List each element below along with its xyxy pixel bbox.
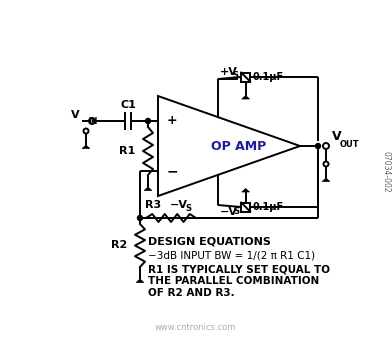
Text: −: − (166, 164, 178, 178)
Text: V: V (332, 130, 341, 143)
Text: S: S (234, 207, 240, 216)
Circle shape (316, 143, 321, 149)
Text: −V: −V (220, 207, 238, 217)
Bar (241, 73, 250, 82)
Text: DESIGN EQUATIONS: DESIGN EQUATIONS (148, 236, 271, 246)
Circle shape (145, 118, 151, 123)
Text: OUT: OUT (340, 140, 359, 149)
Text: +: + (167, 115, 177, 128)
Text: www.cntronics.com: www.cntronics.com (154, 323, 236, 332)
Text: THE PARALLEL COMBINATION: THE PARALLEL COMBINATION (148, 276, 319, 286)
Polygon shape (144, 187, 152, 191)
Text: S: S (185, 204, 191, 213)
Text: 0.1μF: 0.1μF (252, 202, 283, 212)
Bar (241, 203, 250, 212)
Text: R1 IS TYPICALLY SET EQUAL TO: R1 IS TYPICALLY SET EQUAL TO (148, 264, 330, 274)
Polygon shape (82, 145, 90, 149)
Text: R2: R2 (111, 240, 127, 250)
Polygon shape (242, 189, 249, 192)
Text: OP AMP: OP AMP (211, 140, 267, 152)
Text: 07034-002: 07034-002 (381, 151, 390, 193)
Polygon shape (242, 96, 249, 99)
Polygon shape (322, 178, 330, 182)
Text: C1: C1 (120, 100, 136, 110)
Text: IN: IN (88, 117, 97, 126)
Text: V: V (71, 110, 80, 120)
Polygon shape (136, 279, 144, 282)
Text: R3: R3 (145, 200, 161, 210)
Text: R1: R1 (119, 146, 135, 156)
Text: +V: +V (220, 67, 238, 77)
Text: S: S (232, 71, 239, 80)
Circle shape (138, 215, 143, 221)
Text: −V: −V (170, 200, 188, 210)
Text: OF R2 AND R3.: OF R2 AND R3. (148, 288, 235, 298)
Text: −3dB INPUT BW = 1/(2 π R1 C1): −3dB INPUT BW = 1/(2 π R1 C1) (148, 250, 315, 260)
Text: 0.1μF: 0.1μF (252, 72, 283, 82)
